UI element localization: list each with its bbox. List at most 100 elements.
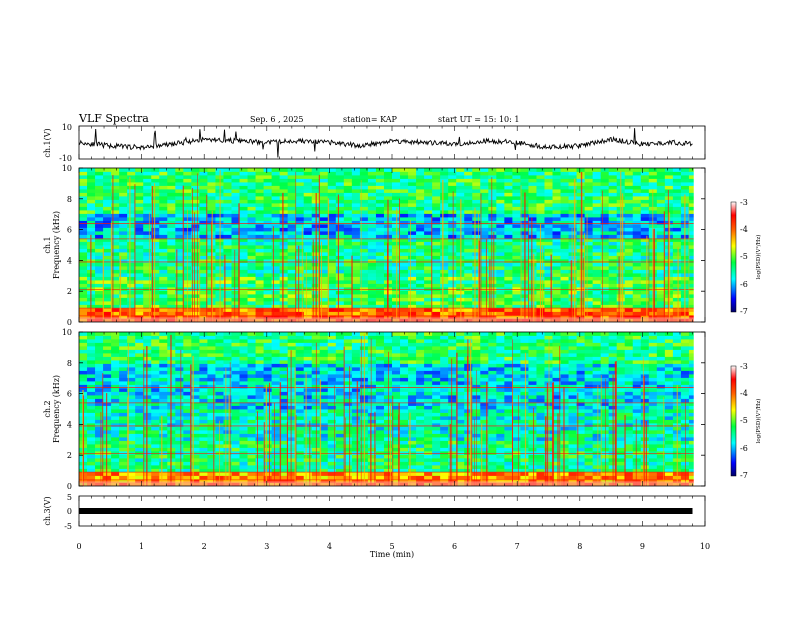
spec1-cell	[432, 263, 440, 267]
spec2-cell	[111, 374, 119, 378]
spec1-cell	[577, 189, 585, 193]
spec1-cell	[504, 284, 512, 288]
spec1-cell	[633, 270, 641, 274]
spec1-cell	[119, 217, 127, 221]
spec1-cell	[328, 179, 336, 183]
spec1-cell	[504, 196, 512, 200]
spec2-cell	[159, 434, 167, 438]
spec1-cell	[496, 256, 504, 260]
spec1-cell	[625, 256, 633, 260]
spec2-cell	[103, 409, 111, 413]
spec1-cell	[633, 298, 641, 302]
spec1-cell	[432, 179, 440, 183]
spec1-cell	[593, 284, 601, 288]
spec2-cell	[264, 343, 272, 347]
spec1-cell	[79, 231, 87, 235]
spec2-cell	[336, 434, 344, 438]
spec2-cell	[151, 374, 159, 378]
spec2-cell	[87, 430, 95, 434]
spec2-cell	[223, 336, 231, 340]
spec1-cell	[143, 193, 151, 197]
spec1-cell	[256, 270, 264, 274]
spec1-cell	[464, 266, 472, 270]
spec1-cell	[544, 182, 552, 186]
spec2-cell	[175, 392, 183, 396]
spec1-cell	[352, 189, 360, 193]
spec1-cell	[336, 312, 344, 316]
spec1-cell	[408, 207, 416, 211]
spec2-cell	[135, 343, 143, 347]
spec1-cell	[272, 287, 280, 291]
spec2-cell	[240, 441, 248, 445]
spec1-cell	[440, 273, 448, 277]
spec1-cell	[553, 252, 561, 256]
spec1-cell	[561, 196, 569, 200]
spec1-cell	[480, 280, 488, 284]
spec2-cell	[95, 388, 103, 392]
spec1-cell	[464, 252, 472, 256]
spec2-cell	[207, 399, 215, 403]
spec1-cell	[159, 280, 167, 284]
spec1-cell	[569, 228, 577, 232]
spec2-cell	[95, 392, 103, 396]
spec1-cell	[368, 308, 376, 312]
spec1-cell	[119, 249, 127, 253]
spec1-cell	[673, 186, 681, 190]
spec2-cell	[272, 430, 280, 434]
spec1-cell	[432, 196, 440, 200]
spec2-cell	[159, 427, 167, 431]
spec1-cell	[408, 179, 416, 183]
spec1-cell	[143, 168, 151, 172]
spec1-cell	[135, 312, 143, 316]
spec1-cell	[95, 203, 103, 207]
spec1-cell	[304, 193, 312, 197]
spec2-cell	[272, 381, 280, 385]
spec2-cell	[199, 364, 207, 368]
spec1-cell	[633, 175, 641, 179]
spec2-cell	[223, 427, 231, 431]
spec2-cell	[328, 399, 336, 403]
spec2-cell	[304, 395, 312, 399]
spec1-cell	[296, 252, 304, 256]
spec1-cell	[408, 182, 416, 186]
spec1-cell	[280, 231, 288, 235]
spec1-cell	[256, 252, 264, 256]
spec1-cell	[681, 172, 689, 176]
spec1-cell	[448, 287, 456, 291]
spec1-cell	[328, 256, 336, 260]
spec2-cell	[223, 420, 231, 424]
spec1-cell	[127, 210, 135, 214]
spec1-cell	[328, 235, 336, 239]
spec1-cell	[368, 291, 376, 295]
spec1-cell	[264, 301, 272, 305]
spec1-cell	[360, 175, 368, 179]
spec1-cell	[504, 175, 512, 179]
spec2-cell	[256, 451, 264, 455]
spec2-cell	[103, 448, 111, 452]
spec2-cell	[183, 353, 191, 357]
spec1-cell	[400, 256, 408, 260]
spec1-cell	[432, 252, 440, 256]
spec1-cell	[264, 298, 272, 302]
spec1-cell	[553, 294, 561, 298]
spec1-cell	[288, 249, 296, 253]
spec1-cell	[95, 242, 103, 246]
spec1-cell	[448, 263, 456, 267]
spec1-cell	[464, 284, 472, 288]
spec1-cell	[79, 210, 87, 214]
spec1-cell	[649, 186, 657, 190]
spec2-cell	[231, 441, 239, 445]
spec1-cell	[432, 210, 440, 214]
spec2-cell	[328, 441, 336, 445]
spec1-cell	[416, 249, 424, 253]
spec2-cell	[231, 374, 239, 378]
spec1-cell	[609, 179, 617, 183]
spec2-cell	[79, 378, 87, 382]
spec1-cell	[87, 214, 95, 218]
spec1-cell	[159, 270, 167, 274]
spec1-cell	[328, 245, 336, 249]
spec1-cell	[553, 291, 561, 295]
spec1-cell	[159, 200, 167, 204]
spec1-cell	[472, 189, 480, 193]
spec1-cell	[336, 210, 344, 214]
